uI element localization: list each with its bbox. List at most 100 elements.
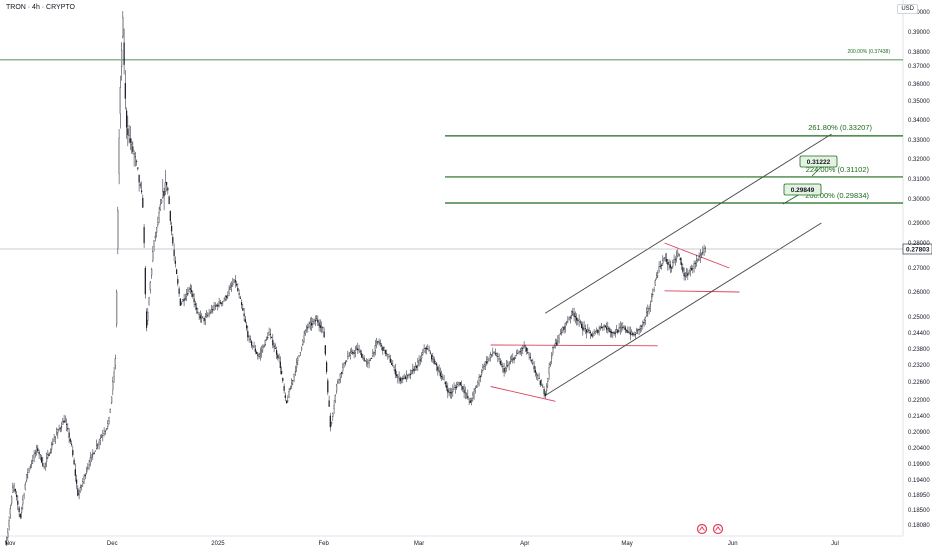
candle-body xyxy=(504,368,506,372)
candle-body xyxy=(415,365,418,368)
price-callout-label: 0.31222 xyxy=(807,159,831,166)
candle-body xyxy=(327,380,329,393)
candle-body xyxy=(328,400,330,407)
price-callout[interactable] xyxy=(799,155,838,168)
x-tick-label: Apr xyxy=(520,541,529,547)
candle-body xyxy=(267,336,269,338)
candle-body xyxy=(62,421,64,425)
candle-body xyxy=(197,311,199,313)
candle-body xyxy=(537,375,539,377)
candle-body xyxy=(523,346,525,348)
candle-body xyxy=(423,348,425,352)
y-tick-label: 0.36000 xyxy=(908,82,930,88)
candle-body xyxy=(687,273,689,276)
candle-body xyxy=(502,365,504,367)
candle-body xyxy=(322,326,324,329)
price-callout[interactable] xyxy=(783,183,822,196)
candle-body xyxy=(425,347,428,350)
candle-body xyxy=(604,325,606,328)
candle-body xyxy=(383,347,385,351)
candle-body xyxy=(703,248,705,252)
candle-body xyxy=(474,388,476,391)
triangle-line[interactable] xyxy=(664,290,740,293)
candle-body xyxy=(597,330,599,334)
triangle-line[interactable] xyxy=(490,344,658,347)
candle-body xyxy=(573,313,575,317)
candle-body xyxy=(419,359,421,361)
candle-body xyxy=(248,336,250,339)
candle-body xyxy=(395,374,398,377)
candle-body xyxy=(609,330,611,333)
candle-body xyxy=(692,268,694,270)
candle-body xyxy=(25,474,28,481)
candle-body xyxy=(585,329,588,333)
fib-level-label: 200.00% (0.37438) xyxy=(847,49,890,55)
candle-body xyxy=(593,333,595,336)
candle-body xyxy=(117,210,119,250)
channel-line[interactable] xyxy=(544,222,822,396)
candle-body xyxy=(582,327,584,331)
candle-body xyxy=(694,262,696,265)
candle-body xyxy=(109,408,111,413)
candle-body xyxy=(193,298,195,303)
candle-body xyxy=(173,249,175,257)
y-tick-label: 0.35000 xyxy=(908,99,930,105)
candle-body xyxy=(289,388,291,391)
candle-body xyxy=(390,362,393,365)
candle-body xyxy=(369,359,371,361)
candle-body xyxy=(339,373,341,378)
x-tick-label: Mar xyxy=(414,541,424,547)
candle-body xyxy=(99,438,101,441)
candle-body xyxy=(280,371,283,374)
candle-body xyxy=(290,383,293,387)
candle-body xyxy=(385,353,388,355)
candle-body xyxy=(644,316,646,321)
candle-body xyxy=(589,331,591,334)
candle-body xyxy=(619,327,621,329)
candle-body xyxy=(457,384,459,387)
candle-body xyxy=(185,294,188,297)
channel-line[interactable] xyxy=(544,133,832,314)
candle-body xyxy=(418,360,420,363)
y-tick-label: 0.20400 xyxy=(908,446,930,452)
candle-body xyxy=(97,444,99,446)
candle-body xyxy=(90,454,93,458)
candle-body xyxy=(259,352,261,356)
candle-body xyxy=(517,352,519,354)
candle-body xyxy=(262,346,264,350)
candle-body xyxy=(170,226,173,232)
candle-body xyxy=(240,302,243,306)
candle-body xyxy=(688,271,690,274)
candle-body xyxy=(127,128,129,136)
candle-body xyxy=(292,379,294,382)
candle-body xyxy=(428,350,430,352)
candle-body xyxy=(468,398,470,400)
x-axis: Nov Dec 2025 Feb Mar Apr May Jun Jul xyxy=(5,541,839,547)
triangle-line[interactable] xyxy=(490,386,556,402)
candle-body xyxy=(124,82,126,99)
candle-body xyxy=(524,345,526,348)
candle-body xyxy=(359,351,361,353)
candle-body xyxy=(402,377,404,380)
candle-body xyxy=(72,450,74,456)
candle-body xyxy=(503,368,505,373)
triangle-line[interactable] xyxy=(664,242,730,269)
candle-body xyxy=(155,227,158,233)
candle-body xyxy=(535,373,538,375)
candle-body xyxy=(24,483,26,490)
candle-body xyxy=(177,279,179,284)
candle-body xyxy=(313,319,315,322)
candle-body xyxy=(603,325,605,327)
candle-body xyxy=(699,254,701,258)
currency-button[interactable]: USD xyxy=(897,4,918,14)
candle-body xyxy=(438,370,440,372)
candle-body xyxy=(329,415,331,428)
candle-body xyxy=(659,265,661,267)
candle-body xyxy=(245,325,248,329)
candle-body xyxy=(675,255,678,259)
candle-body xyxy=(605,327,608,330)
candle-body xyxy=(489,354,491,358)
candle-body xyxy=(522,348,524,349)
